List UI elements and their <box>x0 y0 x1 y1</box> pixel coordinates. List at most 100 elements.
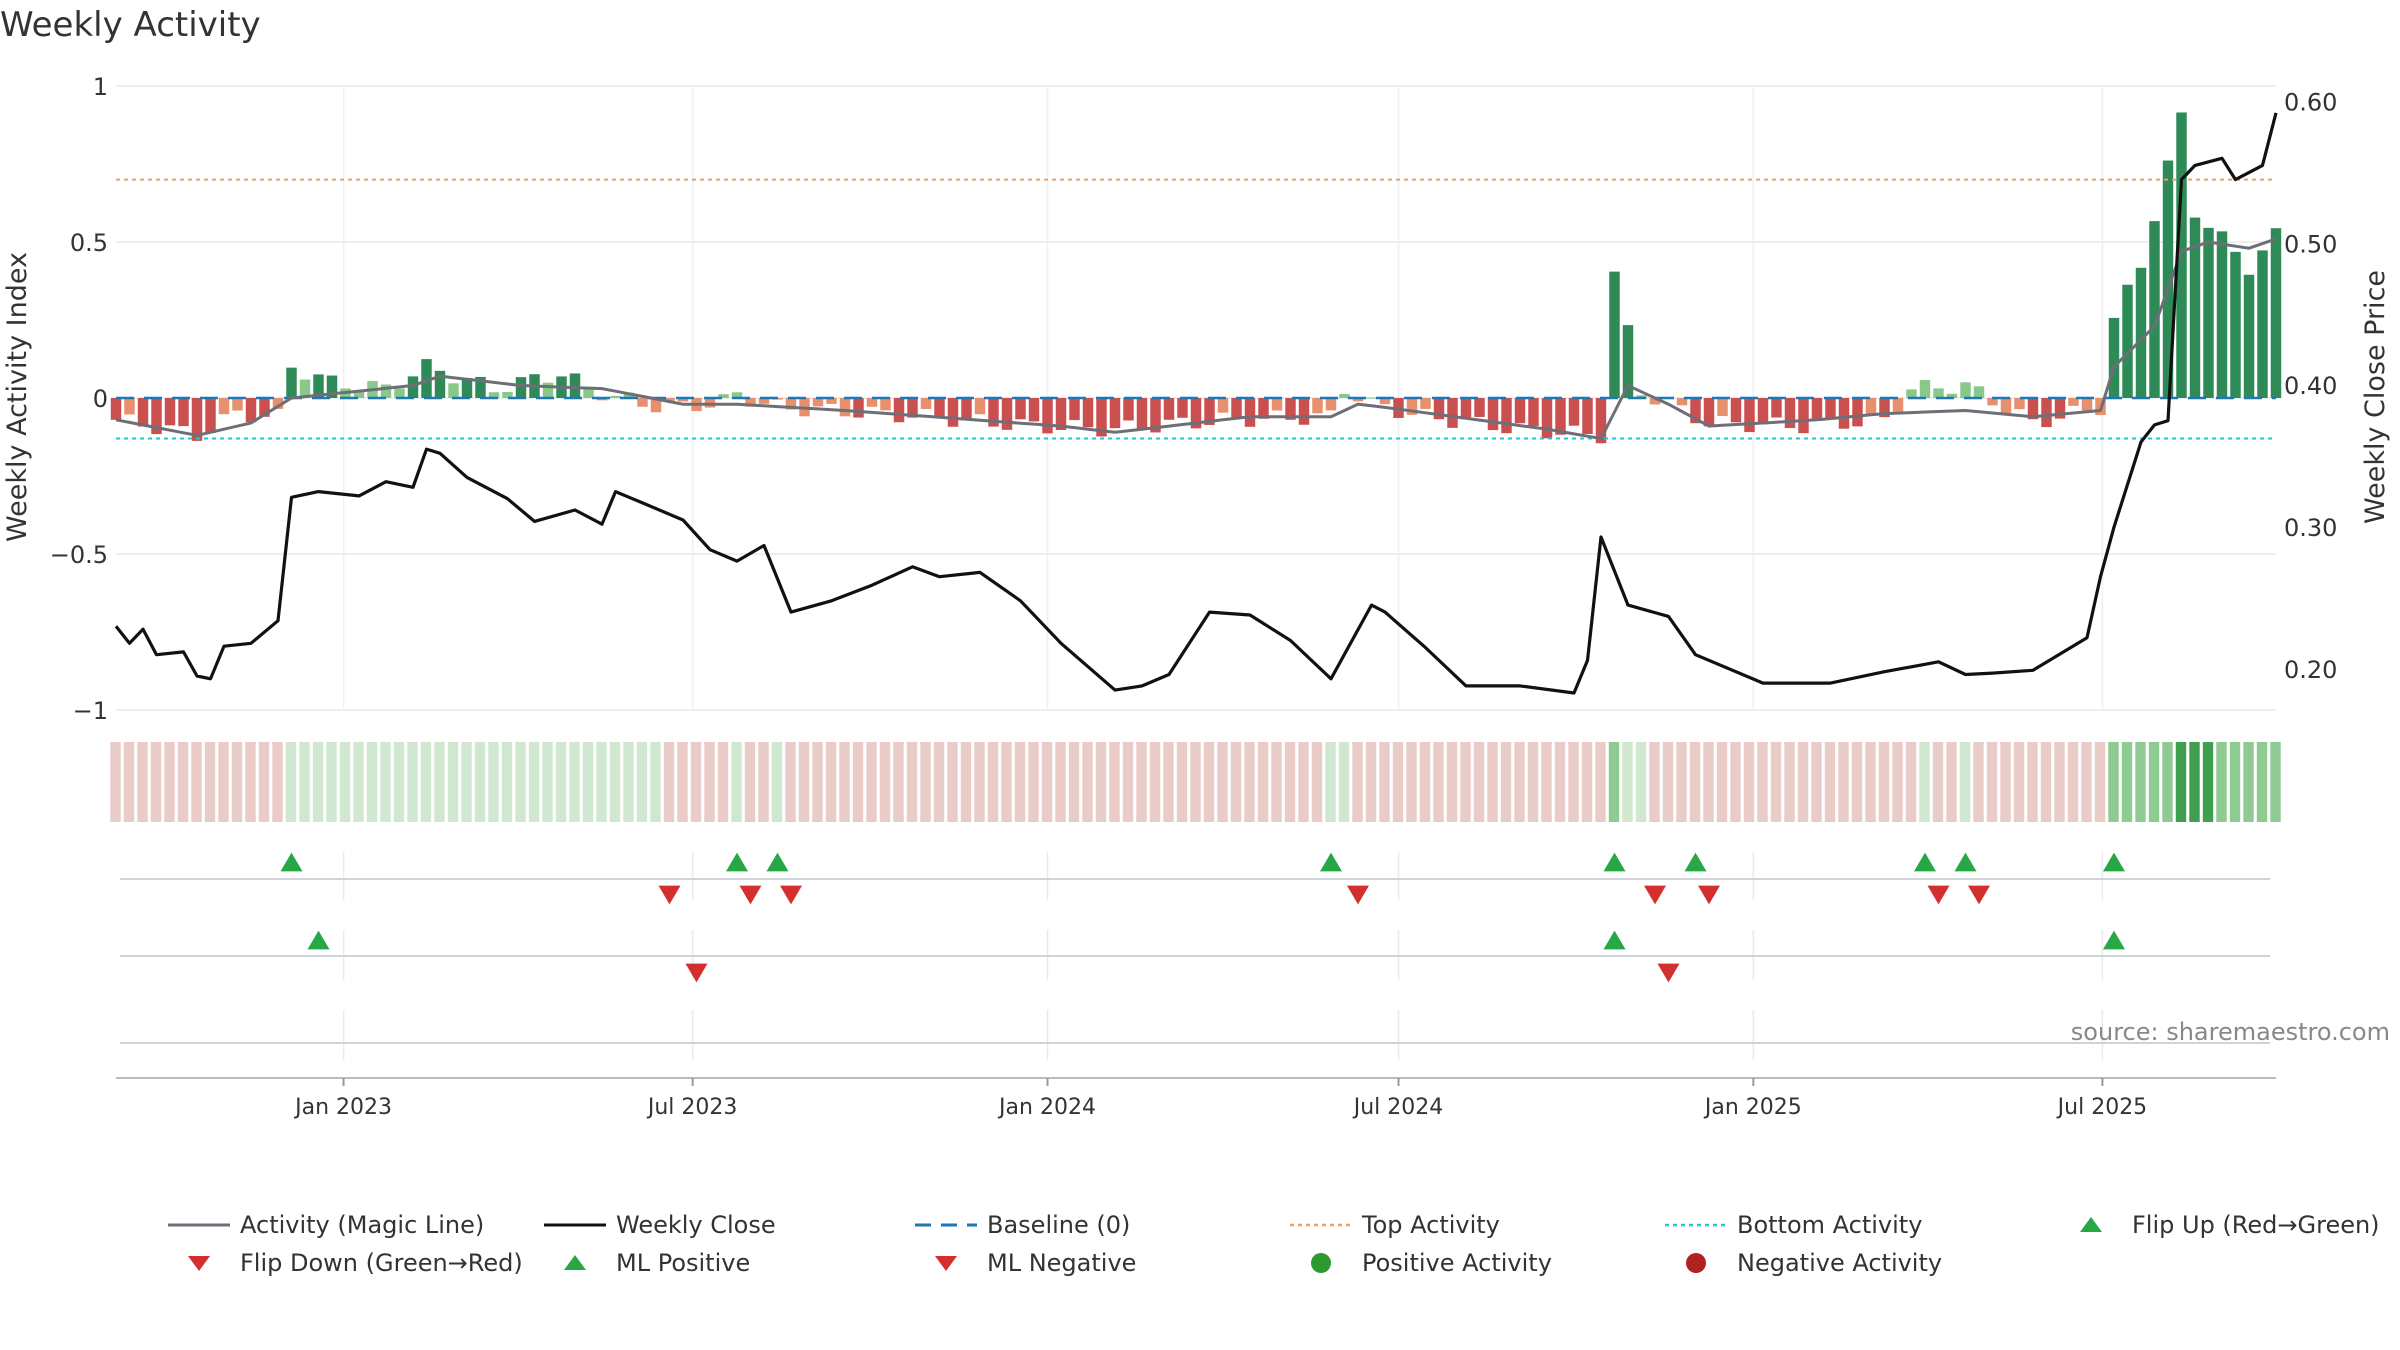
legend-label: Negative Activity <box>1737 1249 1943 1277</box>
activity-bar <box>380 384 392 398</box>
state-band-cell <box>1136 742 1147 822</box>
activity-bar <box>1379 398 1391 405</box>
flip-up-marker <box>766 852 789 872</box>
legend-item: Negative Activity <box>1665 1249 1942 1277</box>
state-band-cell <box>1392 742 1404 822</box>
activity-bar <box>1069 398 1080 421</box>
activity-bar <box>164 398 176 426</box>
activity-bar <box>1339 394 1350 398</box>
activity-bar <box>1028 398 1040 422</box>
activity-bar <box>259 398 270 417</box>
activity-bar <box>1150 398 1161 433</box>
flip-down-marker <box>780 885 802 905</box>
ml-negative-marker <box>1657 963 1680 983</box>
state-band-cell <box>191 742 202 822</box>
activity-bar <box>191 398 203 441</box>
weekly-close-line <box>114 112 2278 695</box>
activity-bar <box>2149 221 2160 398</box>
activity-bar <box>272 398 284 409</box>
state-band-cell <box>1973 742 1984 822</box>
activity-bar <box>1838 398 1850 429</box>
flip-down-marker <box>739 885 762 905</box>
state-band-cell <box>1419 742 1431 822</box>
y-tick-label-right: 0.60 <box>2284 89 2337 117</box>
state-band-cell <box>947 742 958 822</box>
state-band-cell <box>2256 742 2268 822</box>
activity-bar <box>2081 398 2093 411</box>
x-tick-label: Jul 2024 <box>1352 1095 1444 1120</box>
activity-bar <box>2203 227 2214 398</box>
source-credit: source: sharemaestro.com <box>2071 1018 2390 1046</box>
state-band-cell <box>2121 742 2133 822</box>
activity-bar <box>1757 398 1769 425</box>
state-band-cell <box>1581 742 1593 822</box>
series-lines <box>114 112 2278 695</box>
flip-up-marker <box>1954 852 1977 872</box>
signal-markers <box>280 852 2125 983</box>
activity-bar <box>448 383 459 398</box>
state-band-cell <box>2081 742 2092 822</box>
state-band-cell <box>1851 742 1863 822</box>
legend-item: Activity (Magic Line) <box>168 1211 484 1239</box>
activity-bar <box>542 382 554 398</box>
flip-down-marker <box>1644 885 1666 905</box>
activity-bar <box>880 398 891 411</box>
legend-label: Bottom Activity <box>1737 1211 1923 1239</box>
state-band-cell <box>272 742 283 822</box>
activity-bar <box>988 398 999 427</box>
state-band-cell <box>1311 742 1323 822</box>
activity-bar <box>907 398 918 418</box>
state-band-cell <box>839 742 850 822</box>
x-tick-label: Jul 2023 <box>646 1095 738 1120</box>
state-band-cell <box>1797 742 1809 822</box>
activity-bar <box>785 398 797 410</box>
state-band-cell <box>758 742 769 822</box>
state-band-cell <box>609 742 621 822</box>
activity-bar <box>1433 398 1445 420</box>
state-band-cell <box>2013 742 2025 822</box>
activity-bar <box>1622 325 1634 398</box>
activity-bar <box>1771 398 1782 418</box>
activity-bar <box>758 398 770 404</box>
activity-bar <box>2270 228 2282 398</box>
state-band-cell <box>1068 742 1080 822</box>
activity-bar <box>1541 398 1553 439</box>
activity-bar <box>110 398 122 420</box>
activity-bar <box>1906 389 1917 398</box>
activity-bar <box>502 391 513 398</box>
state-band-cell <box>906 742 918 822</box>
activity-bar <box>1177 398 1188 418</box>
legend-label: Positive Activity <box>1362 1249 1552 1277</box>
state-band-cell <box>447 742 459 822</box>
state-band-cell <box>1338 742 1350 822</box>
state-band-cell <box>1433 742 1444 822</box>
activity-bar <box>1406 398 1418 415</box>
state-band-cell <box>1082 742 1093 822</box>
x-tick-label: Jan 2023 <box>293 1095 392 1120</box>
activity-bar <box>1973 386 1985 398</box>
state-band-cell <box>677 742 688 822</box>
state-band-cell <box>1932 742 1944 822</box>
activity-bar <box>1312 398 1323 414</box>
activity-bar <box>1514 398 1526 424</box>
activity-bar <box>947 398 959 427</box>
activity-bar <box>1082 398 1094 428</box>
activity-bar <box>205 398 216 433</box>
state-band-cell <box>245 742 256 822</box>
state-band-cell <box>1824 742 1836 822</box>
state-band-cell <box>744 742 756 822</box>
reference-lines <box>116 178 2276 440</box>
state-band-cell <box>623 742 634 822</box>
legend-swatch <box>1686 1253 1706 1273</box>
legend-item: Weekly Close <box>544 1211 776 1239</box>
state-band-cell <box>407 742 418 822</box>
legend-item: ML Negative <box>915 1249 1136 1277</box>
activity-bar <box>1501 398 1512 434</box>
activity-bar <box>745 398 756 407</box>
activity-bar <box>1001 398 1013 430</box>
activity-bar <box>245 398 257 423</box>
activity-bar <box>1879 398 1890 418</box>
state-band-cell <box>650 742 661 822</box>
state-band-cell <box>1041 742 1053 822</box>
flip-up-marker <box>726 852 748 872</box>
